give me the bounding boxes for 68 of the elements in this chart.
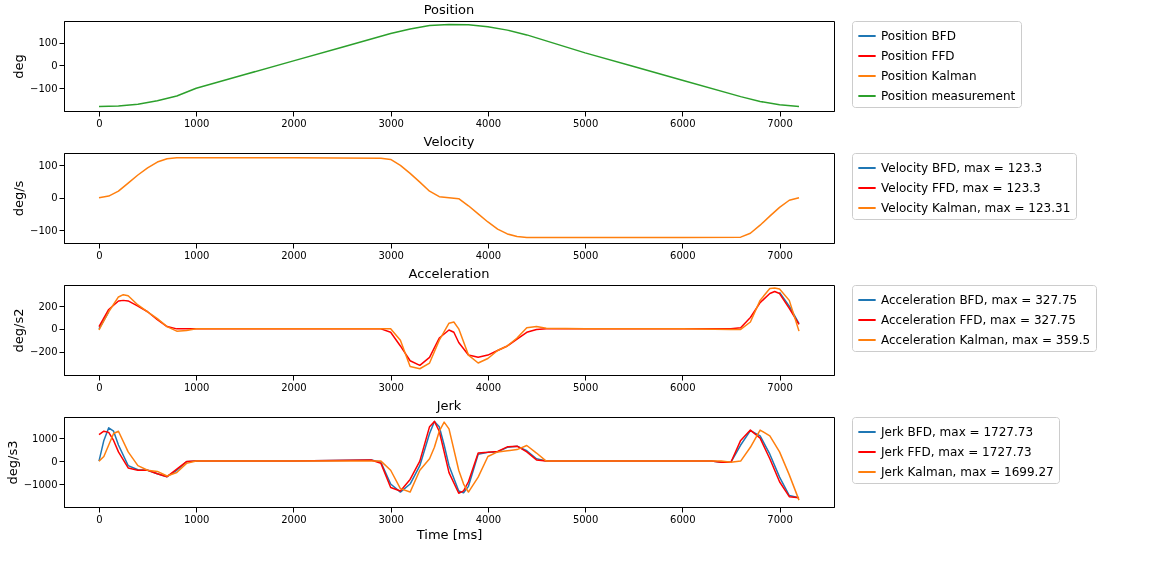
y-axis-title: deg/s2 (11, 308, 27, 353)
y-tick-label: 0 (51, 323, 58, 335)
x-tick-label: 0 (96, 249, 103, 261)
legend-label: Position FFD (881, 49, 955, 63)
x-tick-label: 3000 (378, 513, 404, 525)
x-tick-label: 5000 (572, 117, 599, 129)
line-series (98, 157, 800, 239)
x-tick-label: 1000 (184, 513, 210, 525)
text: Jerk FFD, max = 1727.73 (880, 445, 1032, 459)
x-tick-label: 7000 (767, 381, 793, 393)
y-axis-title: deg/s3 (4, 440, 20, 485)
x-tick-label: 5000 (572, 381, 599, 393)
legend-label: Acceleration BFD, max = 327.75 (881, 293, 1078, 307)
x-tick-label: 4000 (475, 513, 502, 525)
legend-label: Jerk Kalman, max = 1699.27 (880, 465, 1054, 479)
x-tick-label: 0 (96, 381, 103, 393)
legend-label: Velocity BFD, max = 123.3 (881, 161, 1043, 175)
line-series (98, 23, 800, 108)
x-tick-label: 2000 (281, 381, 307, 393)
y-tick-label: 0 (51, 59, 58, 71)
chart-title: Position (423, 1, 475, 17)
legend-label: Acceleration FFD, max = 327.75 (881, 313, 1076, 327)
y-tick-label: 0 (51, 455, 58, 467)
x-tick-label: 4000 (475, 249, 502, 261)
x-tick-label: 7000 (767, 249, 793, 261)
x-tick-label: 3000 (378, 249, 404, 261)
x-tick-label: 0 (96, 117, 103, 129)
x-tick-label: 2000 (281, 513, 307, 525)
y-tick-label: −100 (30, 224, 58, 236)
y-axis-title: deg/s (11, 180, 27, 217)
text: Jerk BFD, max = 1727.73 (880, 425, 1034, 439)
x-tick-label: 1000 (184, 117, 210, 129)
x-tick-label: 4000 (475, 381, 502, 393)
chart-title: Jerk (435, 397, 462, 413)
y-tick-label: 1000 (32, 432, 58, 444)
chart-title: Acceleration (408, 265, 490, 281)
y-tick-label: 100 (38, 159, 58, 171)
y-tick-label: −200 (30, 346, 58, 358)
x-tick-label: 0 (96, 513, 103, 525)
legend-label: Velocity FFD, max = 123.3 (881, 181, 1041, 195)
x-tick-label: 6000 (670, 513, 696, 525)
x-tick-label: 5000 (572, 249, 599, 261)
y-tick-label: 0 (51, 192, 58, 204)
x-tick-label: 6000 (670, 117, 696, 129)
legend-label: Position measurement (881, 89, 1016, 103)
y-tick-label: 100 (38, 37, 58, 49)
legend-label: Position Kalman (881, 69, 977, 83)
x-tick-label: 3000 (378, 381, 404, 393)
x-tick-label: 5000 (572, 513, 599, 525)
x-tick-label: 7000 (767, 117, 793, 129)
x-tick-label: 4000 (475, 117, 502, 129)
y-tick-label: 200 (38, 300, 58, 312)
x-tick-label: 6000 (670, 381, 696, 393)
x-tick-label: 1000 (184, 249, 210, 261)
x-tick-label: 1000 (184, 381, 210, 393)
x-tick-label: 2000 (281, 117, 307, 129)
y-tick-label: −1000 (23, 478, 58, 490)
x-tick-label: 2000 (281, 249, 307, 261)
legend-label: Velocity Kalman, max = 123.31 (881, 201, 1071, 215)
chart-title: Velocity (423, 133, 475, 149)
x-tick-label: 3000 (378, 117, 404, 129)
y-axis-title: deg (11, 54, 27, 79)
y-tick-label: −100 (30, 82, 58, 94)
legend-label: Acceleration Kalman, max = 359.5 (881, 333, 1091, 347)
x-tick-label: 7000 (767, 513, 793, 525)
x-axis-title: Time [ms] (415, 526, 483, 542)
x-tick-label: 6000 (670, 249, 696, 261)
legend-label: Position BFD (881, 29, 956, 43)
